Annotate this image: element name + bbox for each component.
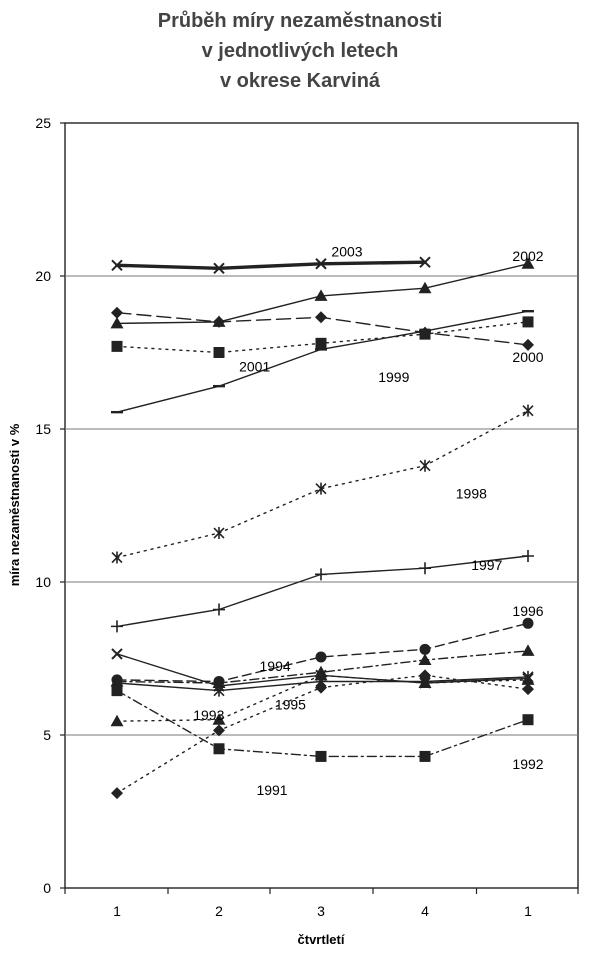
series-label-1994: 1994	[260, 658, 291, 674]
data-point-1998	[214, 527, 224, 539]
data-point-1992	[523, 714, 534, 725]
series-line-1992	[117, 691, 528, 757]
data-point-2001	[214, 347, 225, 358]
plot-area-frame	[65, 123, 578, 888]
series-2003	[112, 257, 430, 273]
data-point-1992	[214, 743, 225, 754]
y-tick-label: 5	[43, 727, 51, 743]
series-line-1998	[117, 411, 528, 558]
series-label-1996: 1996	[512, 603, 543, 619]
x-axis-title: čtvrtletí	[298, 932, 345, 947]
series-label-1998: 1998	[456, 485, 487, 501]
data-point-1994	[112, 649, 122, 659]
data-point-2000	[315, 311, 327, 323]
series-line-1999	[117, 311, 528, 412]
data-point-1998	[316, 483, 326, 495]
series-label-2002: 2002	[512, 248, 543, 264]
y-axis-title: míra nezaměstnanosti v %	[7, 423, 22, 586]
series-label-1993: 1993	[193, 707, 224, 723]
data-point-1996b	[522, 644, 535, 656]
data-point-1998	[523, 405, 533, 417]
data-point-1997	[111, 620, 123, 632]
series-1992	[112, 685, 534, 762]
series-label-1992: 1992	[512, 756, 543, 772]
series-label-1997: 1997	[471, 557, 502, 573]
data-point-1992	[316, 751, 327, 762]
series-line-1991	[117, 675, 528, 793]
x-tick-label: 3	[317, 903, 325, 919]
series-1999	[111, 311, 534, 412]
data-point-2001	[112, 341, 123, 352]
data-point-2001	[523, 316, 534, 327]
y-tick-label: 20	[35, 268, 51, 284]
data-point-1998	[112, 552, 122, 564]
series-label-1995: 1995	[275, 696, 306, 712]
x-tick-label: 4	[421, 903, 429, 919]
data-point-1997	[522, 550, 534, 562]
series-label-1999: 1999	[378, 369, 409, 385]
data-point-1996	[523, 618, 534, 629]
series-line-2003	[117, 262, 425, 268]
data-point-1997	[419, 562, 431, 574]
series-1998	[112, 405, 533, 564]
x-tick-label: 2	[215, 903, 223, 919]
data-point-2000	[111, 307, 123, 319]
x-tick-label: 1	[113, 903, 121, 919]
data-point-2001	[420, 329, 431, 340]
data-point-1996b	[419, 654, 432, 666]
series-label-2000: 2000	[512, 349, 543, 365]
data-point-2001	[316, 338, 327, 349]
series-label-2001: 2001	[239, 358, 270, 374]
series-1991	[111, 669, 534, 799]
data-point-1996	[420, 644, 431, 655]
data-point-1991	[111, 787, 123, 799]
y-tick-label: 25	[35, 115, 51, 131]
series-label-2003: 2003	[331, 244, 362, 260]
data-point-1993	[111, 715, 124, 727]
x-tick-label: 1	[524, 903, 532, 919]
series-label-1991: 1991	[256, 782, 287, 798]
y-tick-label: 10	[35, 574, 51, 590]
data-point-1997	[213, 604, 225, 616]
series-line-1997	[117, 556, 528, 626]
y-tick-label: 0	[43, 880, 51, 896]
data-point-1992	[420, 751, 431, 762]
y-tick-label: 15	[35, 421, 51, 437]
data-point-1998	[420, 460, 430, 472]
data-point-1996	[316, 651, 327, 662]
data-point-1997	[315, 568, 327, 580]
